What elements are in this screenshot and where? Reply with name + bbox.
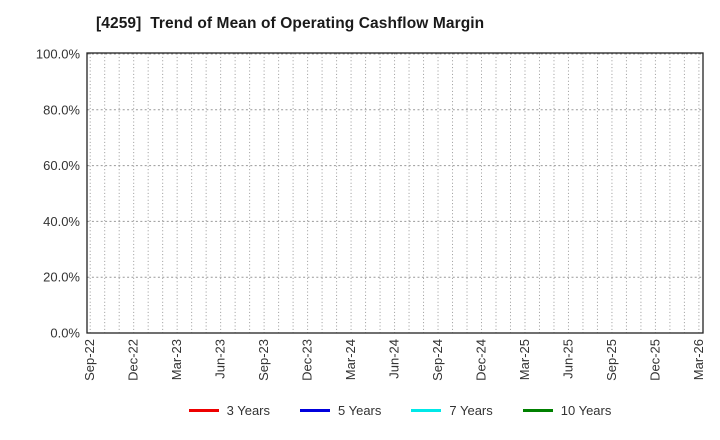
x-tick-label: Jun-23: [213, 339, 228, 379]
y-tick-label: 20.0%: [43, 270, 80, 285]
x-tick-label: Sep-23: [256, 339, 271, 381]
legend-line-swatch: [300, 409, 330, 412]
legend-label: 5 Years: [338, 403, 382, 418]
chart-title: [4259] Trend of Mean of Operating Cashfl…: [96, 15, 485, 32]
x-tick-label: Sep-24: [430, 339, 445, 381]
plot-area: 0.0% 20.0% 40.0% 60.0% 80.0% 100.0% Sep-22 Dec-…: [36, 47, 706, 381]
legend-item-10-years: 10 Years: [522, 403, 612, 418]
y-tick-label: 40.0%: [43, 214, 80, 229]
x-tick-label: Dec-23: [300, 339, 315, 381]
x-tick-label: Dec-25: [647, 339, 662, 381]
y-tick-label: 0.0%: [50, 326, 80, 341]
legend-line-swatch: [522, 409, 553, 412]
x-tick-label: Sep-25: [604, 339, 619, 381]
x-tick-label: Mar-26: [691, 339, 706, 380]
legend-label: 7 Years: [449, 403, 493, 418]
legend-line-swatch: [411, 409, 442, 412]
x-tick-label: Jun-25: [560, 339, 575, 379]
y-tick-label: 60.0%: [43, 158, 80, 173]
x-tick-label: Dec-24: [474, 339, 489, 381]
plot-border: [86, 52, 704, 334]
x-tick-label: Dec-22: [126, 339, 141, 381]
x-tick-label: Mar-23: [169, 339, 184, 380]
x-tick-label: Jun-24: [387, 339, 402, 379]
legend-item-7-years: 7 Years: [411, 403, 493, 418]
legend-item-5-years: 5 Years: [300, 403, 381, 418]
x-tick-label: Mar-25: [517, 339, 532, 380]
legend-label: 10 Years: [560, 403, 612, 418]
legend: 3 Years 5 Years 7 Years 10 Years: [0, 403, 720, 418]
legend-label: 3 Years: [226, 403, 270, 418]
x-tick-label: Mar-24: [343, 339, 358, 380]
legend-line-swatch: [188, 409, 219, 412]
y-tick-label: 100.0%: [36, 47, 81, 62]
legend-item-3-years: 3 Years: [188, 403, 270, 418]
x-tick-label: Sep-22: [82, 339, 97, 381]
y-tick-label: 80.0%: [43, 102, 80, 117]
